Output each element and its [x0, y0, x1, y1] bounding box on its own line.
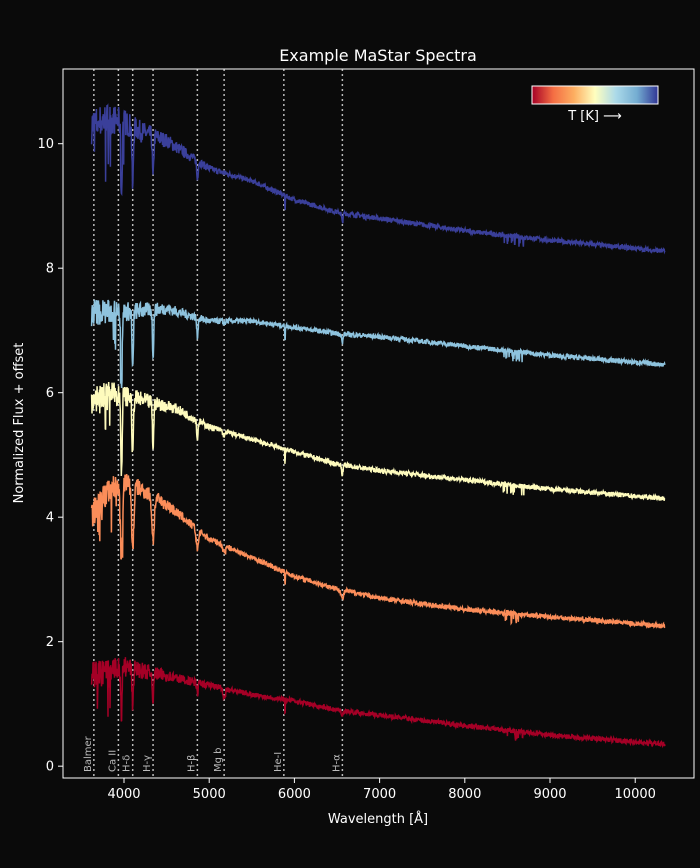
colorbar-gradient: [531, 85, 659, 105]
colorbar: T [K] ⟶: [531, 85, 659, 124]
spectral-line-label: H-γ: [142, 755, 153, 772]
colorbar-label: T [K] ⟶: [567, 109, 622, 124]
spectrum-line: [90, 299, 666, 388]
x-tick-label: 6000: [278, 787, 311, 802]
spectral-line-label: Balmer: [83, 735, 94, 772]
y-tick-label: 6: [46, 386, 54, 401]
y-axis-label: Normalized Flux + offset: [12, 343, 27, 504]
spectral-line-label: Mg b: [213, 747, 224, 772]
x-tick-label: 5000: [193, 787, 226, 802]
y-tick-label: 8: [46, 262, 54, 277]
x-axis: 4000 5000 6000 7000 8000 9000 10000: [107, 778, 656, 802]
y-tick-label: 10: [37, 137, 54, 152]
spectrum-line: [90, 381, 666, 502]
y-axis: 0 2 4 6 8 10: [37, 137, 63, 775]
y-tick-label: 2: [46, 635, 54, 650]
spectrum-line: [90, 657, 666, 749]
spectral-line-label: H-α: [331, 754, 342, 772]
x-tick-label: 10000: [615, 787, 656, 802]
y-tick-label: 4: [46, 511, 54, 526]
spectra-series: [90, 103, 666, 749]
x-tick-label: 4000: [107, 787, 140, 802]
spectral-line-label: H-δ: [122, 755, 133, 772]
spectral-line-label: H-β: [186, 754, 197, 772]
x-axis-label: Wavelength [Å]: [328, 811, 428, 827]
x-tick-label: 8000: [448, 787, 481, 802]
x-tick-label: 9000: [533, 787, 566, 802]
plot-frame: [62, 68, 695, 779]
x-tick-label: 7000: [363, 787, 396, 802]
spectrum-line: [90, 103, 666, 255]
chart-title: Example MaStar Spectra: [279, 46, 477, 65]
spectral-line-label: He-I: [273, 752, 284, 772]
spectrum-line: [90, 473, 666, 630]
spectral-line-label: Ca II: [107, 750, 118, 772]
y-tick-label: 0: [46, 760, 54, 775]
